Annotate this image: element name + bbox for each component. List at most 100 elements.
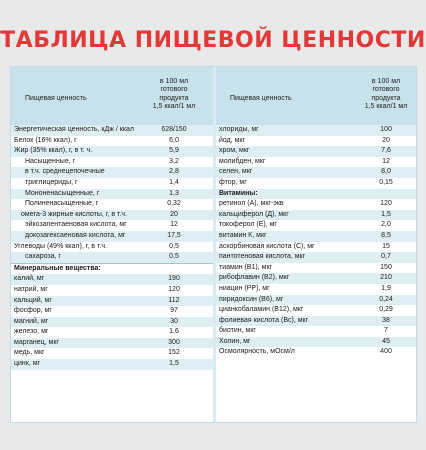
table-row: Полиненасыщенные, г 0,32: [11, 199, 213, 210]
row-value: 112: [168, 296, 180, 304]
row-label: в т.ч. среднецепочечные: [25, 168, 105, 176]
right-rows: хлориды, мг 100 йод, мкг 20 хром, мкг 7,6 моли…: [216, 125, 416, 358]
row-value: 97: [170, 307, 178, 315]
table-row: селен, мкг 8,0: [216, 167, 416, 178]
table-row: токоферол (Е), мг 2,0: [216, 220, 416, 231]
row-value: 120: [380, 200, 392, 208]
table-row: Белок (16% ккал), г 6,0: [11, 136, 213, 147]
row-value: 5,9: [169, 147, 179, 155]
row-value: 210: [380, 274, 392, 282]
row-value: 8,0: [381, 168, 391, 176]
row-value: 100: [380, 126, 392, 133]
section-heading: Минеральные вещества:: [11, 262, 213, 275]
row-label: Белок (16% ккал), г: [14, 136, 77, 144]
row-label: Энергетическая ценность, кДж / ккал: [14, 126, 135, 133]
table-row: железо, мг 1,6: [11, 327, 213, 338]
row-value: 1,4: [169, 178, 179, 186]
row-value: 7: [384, 327, 388, 335]
row-label: аскорбиновая кислота (С), мг: [219, 242, 315, 250]
row-label: фтор, мг: [219, 178, 247, 186]
row-label: натрий, мг: [14, 285, 48, 293]
row-value: 12: [382, 157, 390, 165]
header-value-label: в 100 мл готового продукта 1,5 ккал/1 мл: [364, 78, 408, 111]
row-value: 0,7: [381, 253, 391, 261]
row-value: 12: [170, 221, 178, 229]
row-value: 1,5: [169, 360, 179, 368]
table-row: сахароза, г 0,5: [11, 252, 213, 263]
row-value: 45: [382, 337, 390, 345]
table-row: хром, мкг 7,6: [216, 146, 416, 157]
row-label: ретинол (А), мкг-экв: [219, 200, 284, 208]
table-row: Холин, мг 45: [216, 336, 416, 348]
row-value: 2,0: [381, 221, 391, 229]
row-label: пиридоксин (В6), мг: [219, 295, 284, 303]
table-row: магний, мг 30: [11, 316, 213, 328]
table-row: кальциферол (Д), мкг 1,5: [216, 209, 416, 221]
row-value: 400: [380, 348, 392, 356]
section-heading: Витамины:: [216, 188, 416, 200]
row-value: 120: [168, 285, 180, 293]
table-row: докозагексаеновая кислота, мг 17,5: [11, 230, 213, 242]
row-label: йод, мкг: [219, 136, 246, 144]
table-row: медь, мкг 152: [11, 348, 213, 359]
row-label: эйкозапентаеновая кислота, мг: [25, 221, 127, 229]
row-label: Витамины:: [219, 189, 258, 197]
header-name-label: Пищевая ценность: [230, 95, 292, 102]
right-header: Пищевая ценность в 100 мл готового проду…: [216, 67, 416, 125]
row-label: Мононенасыщенные, г: [25, 189, 100, 197]
row-value: 0,5: [169, 253, 179, 261]
table-row: рибофлавин (В2), мкг 210: [216, 273, 416, 284]
table-row: молибден, мкг 12: [216, 157, 416, 168]
table-row: Осмолярность, мОсм/л 400: [216, 347, 416, 358]
row-label: триглицериды, г: [25, 178, 78, 186]
row-value: 628/150: [161, 126, 187, 133]
table-row: Мононенасыщенные, г 1,3: [11, 188, 213, 200]
table-row: витамин К, мкг 8,5: [216, 230, 416, 242]
table-row: Энергетическая ценность, кДж / ккал 628/1…: [11, 125, 213, 136]
row-value: 150: [380, 263, 392, 271]
row-label: Полиненасыщенные, г: [25, 200, 99, 208]
row-value: 20: [170, 210, 178, 218]
row-label: ниацин (РР), мг: [219, 284, 270, 292]
row-label: кальций, мг: [14, 296, 52, 304]
table-row: эйкозапентаеновая кислота, мг 12: [11, 220, 213, 231]
left-header: Пищевая ценность в 100 мл готового проду…: [11, 67, 213, 125]
left-column: Пищевая ценность в 100 мл готового проду…: [11, 67, 213, 370]
row-label: Минеральные вещества:: [14, 264, 101, 272]
row-label: цианкобаламин (В12), мкг: [219, 306, 304, 314]
header-name-label: Пищевая ценность: [25, 95, 87, 102]
table-row: ретинол (А), мкг-экв 120: [216, 199, 416, 210]
table-row: аскорбиновая кислота (С), мг 15: [216, 242, 416, 253]
row-value: 300: [168, 338, 180, 346]
row-label: медь, мкг: [14, 349, 45, 357]
row-value: 1,5: [381, 210, 391, 218]
row-value: 0,15: [379, 178, 393, 186]
table-row: фосфор, мг 97: [11, 306, 213, 317]
row-label: Жир (35% ккал), г, в т. ч.: [14, 147, 93, 155]
table-row: пантотеновая кислота, мкг 0,7: [216, 252, 416, 263]
row-label: кальциферол (Д), мкг: [219, 210, 289, 218]
row-value: 17,5: [167, 231, 181, 239]
row-value: 0,32: [167, 200, 181, 208]
table-row: биотин, мкг 7: [216, 326, 416, 337]
table-row: хлориды, мг 100: [216, 125, 416, 136]
row-label: рибофлавин (В2), мкг: [219, 274, 290, 282]
row-label: магний, мг: [14, 317, 49, 325]
table-row: натрий, мг 120: [11, 285, 213, 296]
row-label: селен, мкг: [219, 168, 253, 176]
table-row: тиамин (В1), мкг 150: [216, 263, 416, 274]
table-row: фтор, мг 0,15: [216, 178, 416, 189]
table-row: в т.ч. среднецепочечные 2,8: [11, 167, 213, 178]
row-label: калий, мг: [14, 275, 45, 283]
row-label: биотин, мкг: [219, 327, 256, 335]
row-label: фолиевая кислота (Вс), мкг: [219, 316, 309, 324]
row-label: докозагексаеновая кислота, мг: [25, 231, 126, 239]
row-value: 1,6: [169, 328, 179, 336]
row-value: 190: [168, 275, 180, 283]
right-column: Пищевая ценность в 100 мл готового проду…: [216, 67, 416, 358]
table-row: триглицериды, г 1,4: [11, 178, 213, 189]
row-value: 0,5: [169, 242, 179, 250]
row-label: хром, мкг: [219, 147, 250, 155]
row-value: 0,29: [379, 306, 393, 314]
row-label: марганец, мкг: [14, 338, 59, 346]
